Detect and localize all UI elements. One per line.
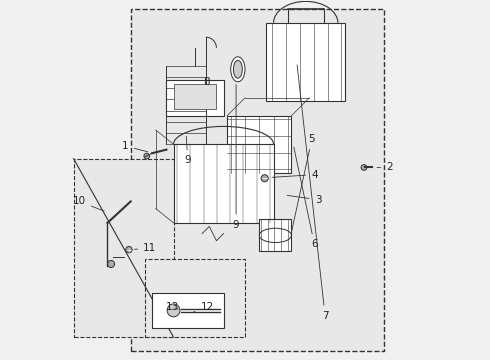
Text: 9: 9: [233, 85, 240, 230]
Text: 3: 3: [287, 195, 321, 204]
FancyBboxPatch shape: [131, 9, 384, 351]
Text: 11: 11: [135, 243, 156, 253]
FancyBboxPatch shape: [259, 219, 292, 251]
FancyBboxPatch shape: [145, 258, 245, 337]
Text: 9: 9: [185, 136, 191, 165]
Ellipse shape: [233, 60, 243, 78]
Text: 5: 5: [292, 134, 315, 233]
FancyBboxPatch shape: [167, 80, 223, 116]
Ellipse shape: [231, 57, 245, 82]
Text: 2: 2: [377, 162, 392, 172]
Circle shape: [144, 153, 149, 159]
Circle shape: [107, 260, 115, 267]
Text: 12: 12: [193, 302, 214, 312]
FancyBboxPatch shape: [173, 144, 273, 223]
FancyBboxPatch shape: [267, 23, 345, 102]
FancyBboxPatch shape: [173, 84, 217, 109]
Circle shape: [261, 175, 268, 182]
Text: 4: 4: [272, 170, 318, 180]
FancyBboxPatch shape: [152, 293, 223, 328]
Circle shape: [361, 165, 367, 170]
Text: 13: 13: [166, 302, 179, 312]
Circle shape: [167, 304, 180, 317]
Text: 7: 7: [297, 65, 328, 321]
Text: 6: 6: [294, 147, 318, 249]
Text: 8: 8: [197, 77, 210, 87]
Text: 1: 1: [122, 141, 147, 152]
Circle shape: [126, 247, 132, 253]
FancyBboxPatch shape: [227, 116, 292, 173]
Text: 10: 10: [73, 197, 104, 211]
FancyBboxPatch shape: [74, 158, 173, 337]
